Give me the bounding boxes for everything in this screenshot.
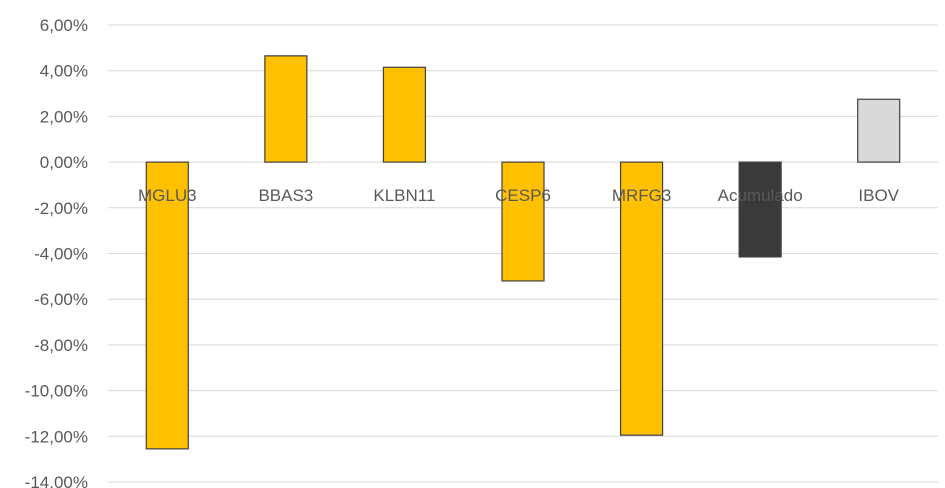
- category-label: Acumulado: [718, 186, 803, 205]
- bar-bbas3: [264, 55, 308, 163]
- bar-mglu3: [145, 161, 189, 450]
- bars: [145, 55, 901, 450]
- category-label: KLBN11: [373, 186, 435, 205]
- y-tick-label: -12,00%: [25, 427, 88, 446]
- bar-mrfg3: [619, 161, 664, 436]
- category-label: IBOV: [858, 186, 899, 205]
- y-tick-label: -10,00%: [25, 382, 88, 401]
- category-label: BBAS3: [258, 186, 313, 205]
- y-tick-label: 2,00%: [40, 107, 88, 126]
- category-label: MRFG3: [612, 186, 672, 205]
- bar-ibov: [857, 98, 901, 163]
- category-labels: MGLU3 BBAS3 KLBN11 CESP6 MRFG3 Acumulado IBOV: [138, 186, 900, 205]
- y-tick-label: 6,00%: [40, 16, 88, 35]
- bar-acumulado: [738, 161, 782, 258]
- y-axis-tick-labels: 6,00% 4,00% 2,00% 0,00% -2,00% -4,00% -6,00% -8…: [25, 16, 88, 488]
- bar-cesp6: [501, 161, 545, 282]
- y-tick-label: -8,00%: [34, 336, 88, 355]
- y-tick-label: -6,00%: [34, 290, 88, 309]
- category-label: CESP6: [495, 186, 551, 205]
- category-label: MGLU3: [138, 186, 197, 205]
- bar-klbn11: [382, 66, 427, 163]
- y-tick-label: -4,00%: [34, 245, 88, 264]
- y-tick-label: 4,00%: [40, 62, 88, 81]
- y-tick-label: -2,00%: [34, 199, 88, 218]
- y-tick-label: -14,00%: [25, 473, 88, 488]
- y-tick-label: 0,00%: [40, 153, 88, 172]
